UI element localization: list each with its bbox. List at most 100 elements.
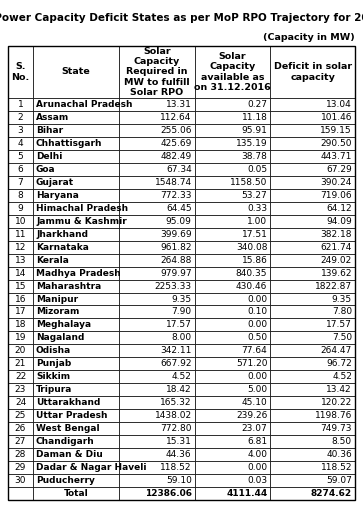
Text: 17.57: 17.57 <box>166 320 192 330</box>
Bar <box>33 487 119 500</box>
Bar <box>8 383 33 396</box>
Bar <box>8 267 33 279</box>
Text: 0.00: 0.00 <box>247 372 267 381</box>
Text: 5.00: 5.00 <box>247 385 267 394</box>
Bar <box>195 137 270 150</box>
Bar <box>8 461 33 474</box>
Bar <box>8 422 33 435</box>
Bar <box>270 267 355 279</box>
Bar <box>195 357 270 370</box>
Bar <box>33 370 119 383</box>
Text: 8274.62: 8274.62 <box>311 489 352 498</box>
Bar <box>270 163 355 176</box>
Bar <box>195 409 270 422</box>
Bar <box>195 487 270 500</box>
Bar <box>119 228 195 241</box>
Bar <box>8 189 33 202</box>
Bar <box>33 241 119 254</box>
Text: Delhi: Delhi <box>36 152 62 161</box>
Text: 4: 4 <box>18 139 23 148</box>
Text: 9.35: 9.35 <box>332 295 352 304</box>
Text: Tripura: Tripura <box>36 385 72 394</box>
Text: 112.64: 112.64 <box>160 113 192 122</box>
Text: 118.52: 118.52 <box>321 463 352 472</box>
Bar <box>195 279 270 293</box>
Text: 6.81: 6.81 <box>247 437 267 446</box>
Text: 264.47: 264.47 <box>321 346 352 355</box>
Text: 749.73: 749.73 <box>321 424 352 433</box>
Bar <box>119 487 195 500</box>
Bar <box>8 318 33 332</box>
Text: 399.69: 399.69 <box>160 230 192 239</box>
Bar <box>119 448 195 461</box>
Bar <box>8 214 33 228</box>
Text: 22: 22 <box>15 372 26 381</box>
Text: 13: 13 <box>15 256 26 265</box>
Bar <box>270 474 355 487</box>
Text: Dadar & Nagar Haveli: Dadar & Nagar Haveli <box>36 463 147 472</box>
Bar <box>33 448 119 461</box>
Bar <box>119 137 195 150</box>
Bar <box>33 202 119 214</box>
Bar <box>195 435 270 448</box>
Text: 8.00: 8.00 <box>172 334 192 342</box>
Bar <box>195 98 270 111</box>
Text: 719.06: 719.06 <box>321 191 352 200</box>
Text: 961.82: 961.82 <box>160 243 192 251</box>
Bar <box>119 474 195 487</box>
Bar <box>33 293 119 306</box>
Text: West Bengal: West Bengal <box>36 424 99 433</box>
Bar <box>33 176 119 189</box>
Bar <box>33 357 119 370</box>
Bar <box>270 46 355 98</box>
Text: 571.20: 571.20 <box>236 359 267 369</box>
Bar <box>33 332 119 344</box>
Text: 13.42: 13.42 <box>326 385 352 394</box>
Text: 4.52: 4.52 <box>332 372 352 381</box>
Text: 64.45: 64.45 <box>166 204 192 213</box>
Bar <box>119 241 195 254</box>
Text: 45.10: 45.10 <box>242 398 267 407</box>
Text: 1822.87: 1822.87 <box>315 281 352 291</box>
Bar <box>195 254 270 267</box>
Bar <box>33 228 119 241</box>
Bar <box>33 98 119 111</box>
Bar <box>195 396 270 409</box>
Text: 27: 27 <box>15 437 26 446</box>
Bar <box>8 332 33 344</box>
Bar <box>270 448 355 461</box>
Bar <box>119 124 195 137</box>
Text: Solar
Capacity
available as
on 31.12.2016: Solar Capacity available as on 31.12.201… <box>194 52 271 92</box>
Bar <box>8 202 33 214</box>
Bar <box>8 487 33 500</box>
Bar <box>270 409 355 422</box>
Bar <box>195 189 270 202</box>
Text: 95.91: 95.91 <box>241 126 267 135</box>
Text: 67.34: 67.34 <box>166 165 192 174</box>
Text: 4.00: 4.00 <box>247 450 267 459</box>
Text: 26: 26 <box>15 424 26 433</box>
Bar <box>119 293 195 306</box>
Bar <box>119 46 195 98</box>
Text: 17.51: 17.51 <box>241 230 267 239</box>
Bar <box>195 332 270 344</box>
Text: 7.80: 7.80 <box>332 307 352 316</box>
Text: 17: 17 <box>15 307 26 316</box>
Text: 18: 18 <box>15 320 26 330</box>
Text: 23: 23 <box>15 385 26 394</box>
Bar <box>33 254 119 267</box>
Text: 255.06: 255.06 <box>160 126 192 135</box>
Text: 24: 24 <box>15 398 26 407</box>
Bar <box>8 344 33 357</box>
Text: 59.10: 59.10 <box>166 476 192 485</box>
Bar <box>270 487 355 500</box>
Text: 95.09: 95.09 <box>166 216 192 226</box>
Text: 382.18: 382.18 <box>321 230 352 239</box>
Text: 23.07: 23.07 <box>242 424 267 433</box>
Bar <box>33 189 119 202</box>
Bar <box>8 254 33 267</box>
Text: 13.04: 13.04 <box>326 100 352 109</box>
Bar <box>270 241 355 254</box>
Text: 1438.02: 1438.02 <box>155 411 192 420</box>
Text: Arunachal Pradesh: Arunachal Pradesh <box>36 100 132 109</box>
